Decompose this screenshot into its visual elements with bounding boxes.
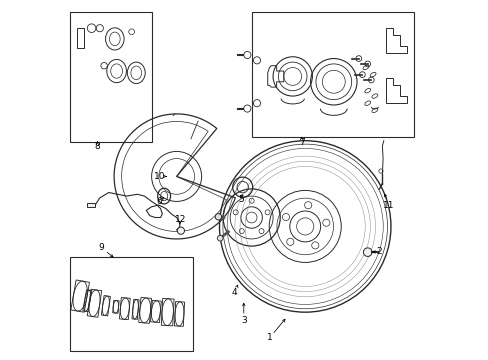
- Text: 6: 6: [156, 197, 162, 206]
- Text: 11: 11: [383, 201, 394, 210]
- Text: 4: 4: [231, 288, 237, 297]
- Text: 1: 1: [266, 333, 272, 342]
- Bar: [70, 12, 152, 143]
- Text: 5: 5: [238, 195, 244, 204]
- Text: 8: 8: [94, 141, 100, 150]
- Text: 7: 7: [298, 138, 304, 147]
- Bar: [251, 12, 413, 137]
- Circle shape: [363, 248, 371, 256]
- Text: 10: 10: [153, 172, 165, 181]
- Text: 12: 12: [174, 215, 185, 224]
- Circle shape: [215, 213, 221, 220]
- Bar: [87, 203, 95, 207]
- Text: 2: 2: [376, 247, 382, 256]
- Bar: [70, 257, 193, 351]
- Bar: [77, 28, 84, 48]
- Circle shape: [177, 227, 184, 234]
- Text: 3: 3: [241, 315, 246, 324]
- Circle shape: [217, 235, 223, 241]
- Text: 9: 9: [99, 243, 104, 252]
